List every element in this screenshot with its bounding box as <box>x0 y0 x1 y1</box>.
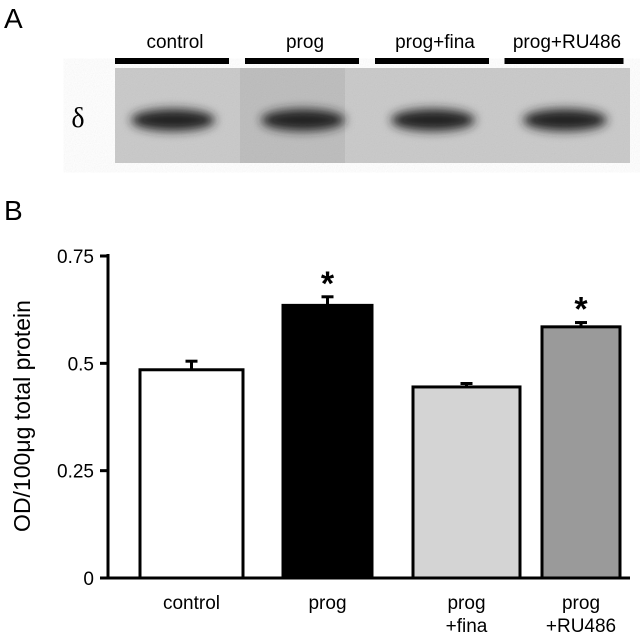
y-tick-label: 0.25 <box>57 462 94 483</box>
band-label: δ <box>71 103 84 134</box>
panel-b-label: B <box>4 195 23 226</box>
blot-band <box>523 109 607 131</box>
bar <box>138 368 245 580</box>
x-tick-label: prog <box>447 593 485 614</box>
lane-bar <box>115 58 229 64</box>
bar <box>411 385 522 580</box>
x-tick-label: prog <box>308 593 346 614</box>
lane-label: prog+RU486 <box>513 32 621 53</box>
x-tick-label: +fina <box>446 616 488 636</box>
blot-band <box>261 109 345 131</box>
blot-band <box>131 109 215 131</box>
y-tick-label: 0.5 <box>68 354 94 375</box>
x-tick-label: control <box>163 593 220 614</box>
y-tick-label: 0.75 <box>57 247 94 268</box>
bar <box>540 325 622 580</box>
panel-a-label: A <box>4 3 23 34</box>
lane-label: prog+fina <box>395 32 475 53</box>
lane-label: control <box>146 32 203 53</box>
y-tick-label: 0 <box>83 569 94 590</box>
lane-bar <box>375 58 489 64</box>
significance-mark: * <box>321 265 335 303</box>
lane-bar <box>504 58 624 64</box>
lane-bar <box>245 58 359 64</box>
y-axis-label: OD/100μg total protein <box>9 300 35 532</box>
x-tick-label: prog <box>562 593 600 614</box>
blot-band <box>391 109 475 131</box>
x-tick-label: +RU486 <box>546 616 616 636</box>
significance-mark: * <box>574 291 588 329</box>
bar <box>281 303 374 580</box>
lane-label: prog <box>286 32 324 53</box>
